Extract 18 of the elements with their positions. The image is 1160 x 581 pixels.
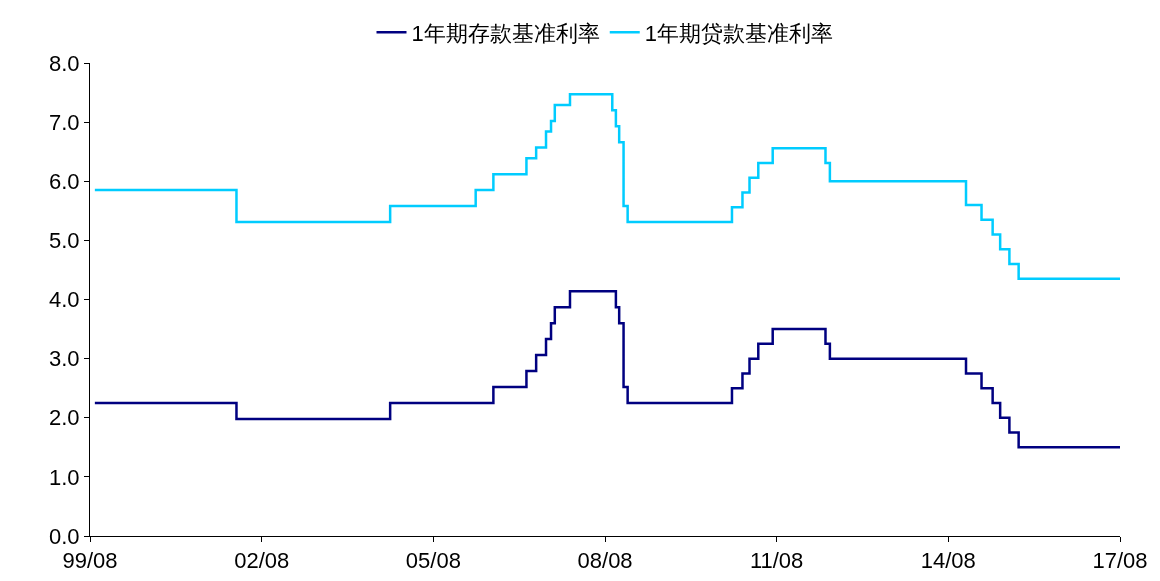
x-tick-label: 02/08 — [234, 548, 290, 574]
x-tick-label: 99/08 — [62, 548, 118, 574]
y-tick-label: 4.0 — [49, 287, 80, 313]
x-tick-label: 08/08 — [577, 548, 633, 574]
y-tick-label: 2.0 — [49, 405, 80, 431]
y-tick-label: 5.0 — [49, 228, 80, 254]
legend-label: 1年期贷款基准利率 — [644, 20, 833, 46]
x-tick-label: 11/08 — [749, 548, 804, 574]
y-tick-label: 8.0 — [49, 50, 80, 76]
y-tick-label: 0.0 — [49, 523, 80, 549]
legend-label: 1年期存款基准利率 — [411, 20, 600, 46]
y-tick-label: 7.0 — [49, 109, 80, 135]
y-tick-label: 1.0 — [49, 464, 80, 490]
x-tick-label: 05/08 — [405, 548, 461, 574]
y-tick-label: 3.0 — [49, 346, 80, 372]
x-tick-label: 14/08 — [920, 548, 976, 574]
x-tick-label: 17/08 — [1092, 548, 1148, 574]
y-tick-label: 6.0 — [49, 168, 80, 194]
